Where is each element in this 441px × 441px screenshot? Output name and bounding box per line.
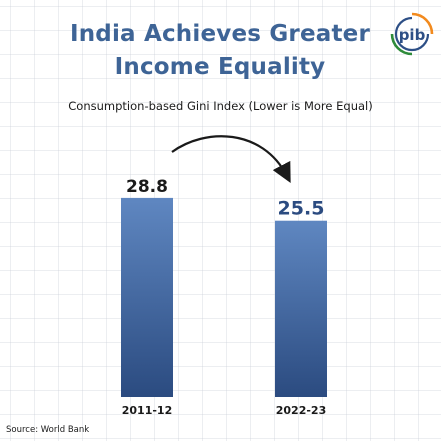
trend-arrow-annotation xyxy=(171,135,291,184)
pib-logo-icon: pib xyxy=(390,12,434,56)
bar-2011-12 xyxy=(121,197,173,397)
x-tick-label-2011-12: 2011-12 xyxy=(122,404,173,417)
x-tick-label-2022-23: 2022-23 xyxy=(276,404,327,417)
bar-2022-23 xyxy=(275,220,327,397)
title-line-1: India Achieves Greater xyxy=(69,21,371,47)
x-tick-labels-group: 2011-12 2022-23 xyxy=(122,404,327,417)
data-label-2011-12: 28.8 xyxy=(126,177,168,197)
data-label-2022-23: 25.5 xyxy=(278,198,325,220)
source-note: Source: World Bank xyxy=(6,425,89,435)
data-labels-group: 28.8 25.5 xyxy=(126,177,324,220)
title-line-2: Income Equality xyxy=(114,54,326,80)
logo-text: pib xyxy=(399,26,426,44)
chart-subtitle: Consumption-based Gini Index (Lower is M… xyxy=(68,99,373,113)
source-value: World Bank xyxy=(40,425,90,435)
source-label: Source: xyxy=(6,425,39,435)
bars-group xyxy=(121,197,327,397)
